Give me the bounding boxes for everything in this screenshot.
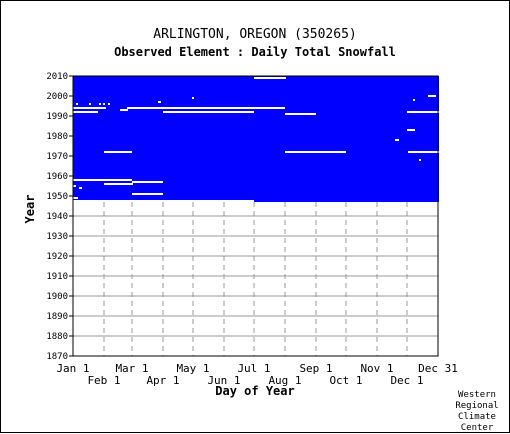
missing-period-mark <box>103 103 105 105</box>
y-tick-label: 1970 <box>46 152 68 162</box>
y-tick-label: 1950 <box>46 192 68 202</box>
y-tick-label: 1920 <box>46 252 68 262</box>
missing-period-mark <box>192 97 194 99</box>
x-tick-label: Oct 1 <box>329 374 362 387</box>
credit-line-2: Regional <box>455 401 499 411</box>
x-tick-label: Dec 31 <box>418 362 458 375</box>
missing-period-mark <box>158 101 161 103</box>
credit-line-3: Climate <box>458 412 496 422</box>
y-tick-label: 2010 <box>46 72 68 82</box>
data-coverage-block <box>73 76 254 200</box>
y-tick-label: 1880 <box>46 332 68 342</box>
x-tick-label: Aug 1 <box>268 374 301 387</box>
missing-period-mark <box>127 107 285 109</box>
missing-period-mark <box>73 185 76 187</box>
missing-period-mark <box>163 111 254 113</box>
missing-period-mark <box>99 103 101 105</box>
x-tick-label: Mar 1 <box>115 362 148 375</box>
missing-period-mark <box>407 111 439 113</box>
missing-period-mark <box>104 151 132 153</box>
missing-period-mark <box>79 187 82 189</box>
x-tick-label: Sep 1 <box>299 362 332 375</box>
missing-period-mark <box>428 95 436 97</box>
missing-period-mark <box>132 193 163 195</box>
missing-period-mark <box>254 77 286 79</box>
x-tick-label: Feb 1 <box>87 374 120 387</box>
y-tick-label: 1960 <box>46 172 68 182</box>
y-tick-label: 1990 <box>46 112 68 122</box>
x-tick-label: May 1 <box>176 362 209 375</box>
missing-period-mark <box>285 151 346 153</box>
x-axis-label: Day of Year <box>215 384 294 398</box>
y-tick-label: 1940 <box>46 212 68 222</box>
x-tick-label: Nov 1 <box>360 362 393 375</box>
x-tick-label: Jun 1 <box>207 374 240 387</box>
chart-subtitle: Observed Element : Daily Total Snowfall <box>114 45 396 59</box>
missing-period-mark <box>89 103 91 105</box>
missing-period-mark <box>120 109 128 111</box>
chart-title: ARLINGTON, OREGON (350265) <box>153 27 357 42</box>
missing-period-mark <box>413 99 415 101</box>
wrcc-credit: Western Regional Climate Center <box>449 390 505 434</box>
missing-period-mark <box>76 103 78 105</box>
x-tick-label: Dec 1 <box>390 374 423 387</box>
missing-period-mark <box>395 139 399 141</box>
missing-period-mark <box>407 129 415 131</box>
credit-line-1: Western <box>458 390 496 400</box>
y-axis-label: Year <box>23 195 37 224</box>
credit-line-4: Center <box>460 423 494 433</box>
missing-period-mark <box>108 103 110 105</box>
x-tick-label: Apr 1 <box>146 374 179 387</box>
missing-period-mark <box>419 159 421 161</box>
x-tick-label: Jul 1 <box>237 362 270 375</box>
missing-period-mark <box>285 113 316 115</box>
missing-period-mark <box>73 197 78 199</box>
missing-period-mark <box>132 181 163 183</box>
missing-period-mark <box>408 151 439 153</box>
missing-period-mark <box>73 111 98 113</box>
y-tick-label: 1930 <box>46 232 68 242</box>
y-tick-label: 2000 <box>46 92 68 102</box>
y-tick-label: 1870 <box>46 352 68 362</box>
missing-period-mark <box>73 179 132 181</box>
missing-period-mark <box>104 183 133 185</box>
data-coverage-block <box>254 76 439 202</box>
y-tick-label: 1900 <box>46 292 68 302</box>
x-tick-label: Jan 1 <box>56 362 89 375</box>
y-tick-label: 1890 <box>46 312 68 322</box>
y-tick-label: 1910 <box>46 272 68 282</box>
missing-period-mark <box>73 107 106 109</box>
y-tick-label: 1980 <box>46 132 68 142</box>
